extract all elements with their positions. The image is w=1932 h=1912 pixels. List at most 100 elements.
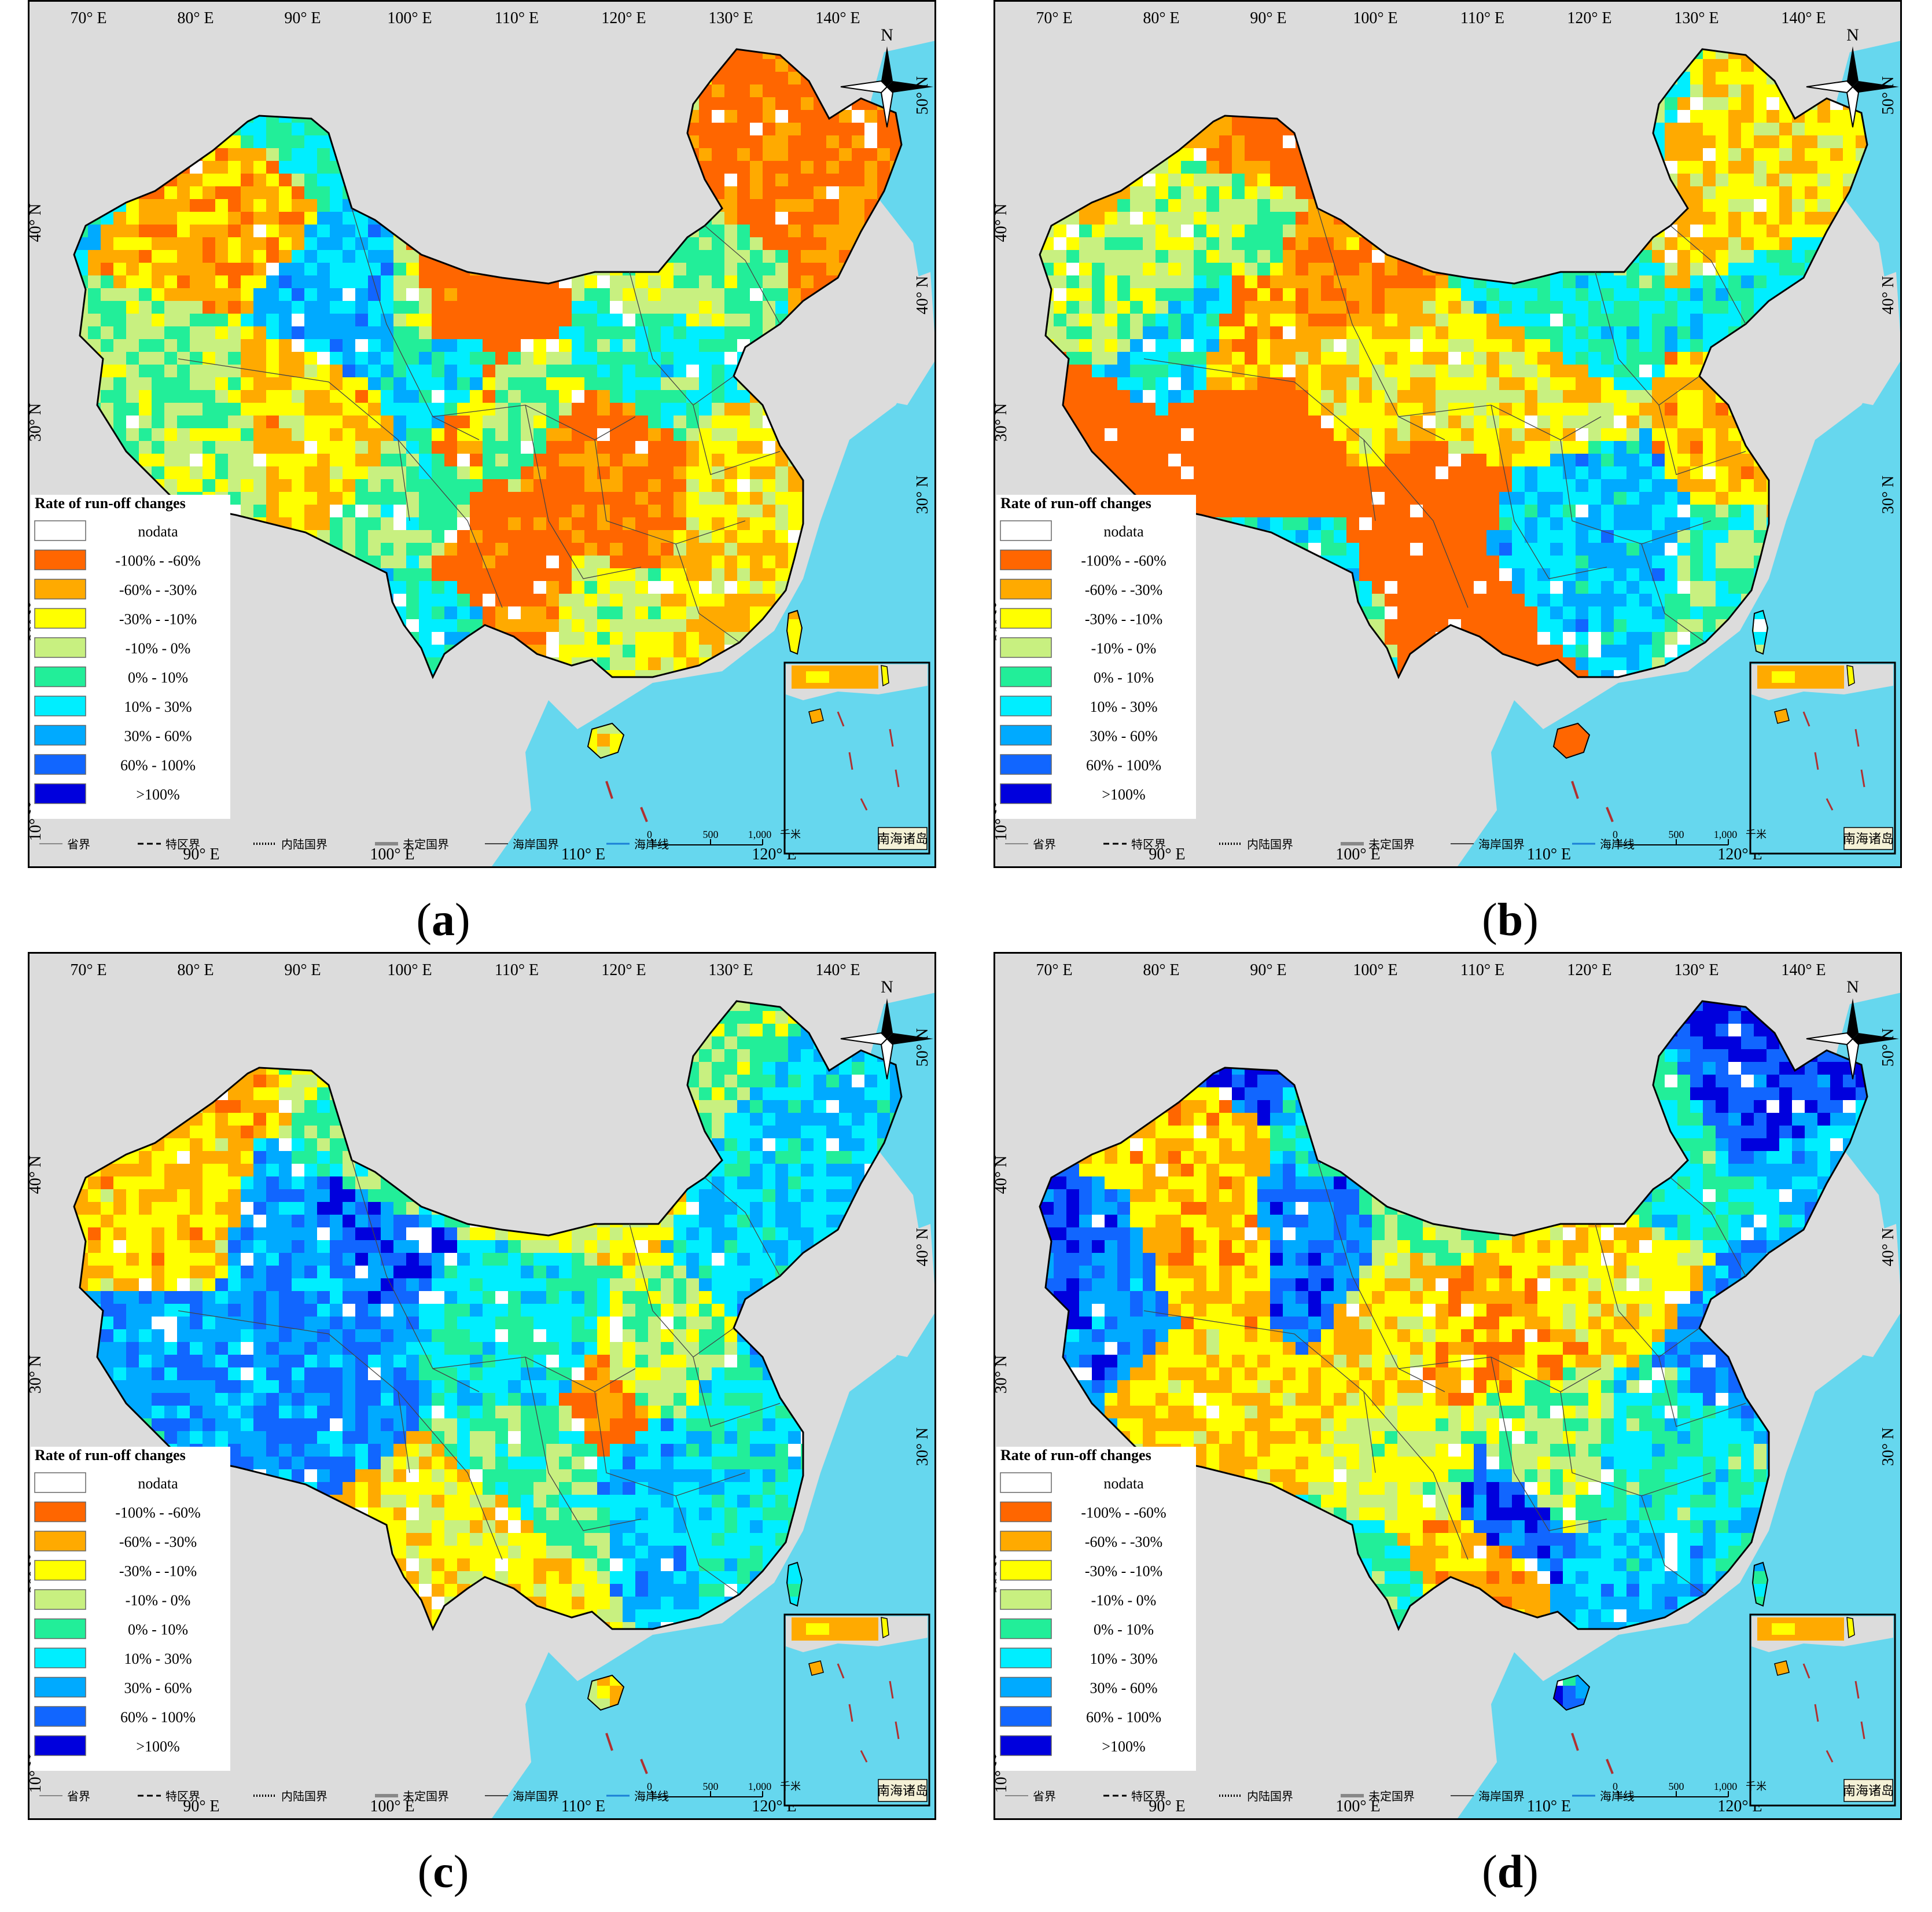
right-lat-label: 40° N [1879, 276, 1897, 314]
legend-label: 10% - 30% [1090, 698, 1158, 715]
map-svg: 70° E 80° E 90° E 100° E 110° E 120° E 130° E 1… [28, 952, 936, 1820]
scale-bar-tick: 0 [647, 1781, 652, 1792]
province-boundaries [1143, 208, 1746, 643]
top-lon-label: 80° E [1143, 961, 1179, 979]
boundary-legend-label: 未定国界 [403, 838, 449, 851]
bottom-lon-label: 100° E [370, 845, 414, 863]
legend-swatch [1000, 1472, 1052, 1493]
legend-swatch [34, 783, 86, 804]
map-panel-d: 70° E 80° E 90° E 100° E 110° E 120° E 130° E 1… [993, 952, 1902, 1820]
right-lat-label: 40° N [914, 276, 932, 314]
legend-swatch [34, 1560, 86, 1581]
bottom-lon-label: 100° E [1335, 845, 1380, 863]
legend-swatch [34, 1735, 86, 1756]
legend-label: 60% - 100% [120, 757, 196, 774]
hainan-border [1552, 722, 1591, 759]
province-boundaries [178, 1160, 781, 1595]
boundary-legend-label: 海岸国界 [513, 1790, 559, 1803]
top-lon-label: 140° E [815, 961, 860, 979]
scale-bar-unit: 千米 [780, 1781, 801, 1792]
legend-label: 10% - 30% [124, 698, 192, 715]
legend-swatch [1000, 520, 1052, 541]
top-lon-label: 100° E [1353, 961, 1397, 979]
right-lat-label: 50° N [914, 76, 932, 115]
right-lat-label: 40° N [914, 1228, 932, 1266]
boundary-legend-label: 海岸线 [1600, 838, 1635, 851]
legend-label: -60% - -30% [1085, 1534, 1162, 1550]
bottom-lon-label: 90° E [183, 1797, 219, 1815]
boundary-legend-label: 未定国界 [403, 1790, 449, 1803]
top-lon-label: 130° E [708, 9, 753, 27]
top-lon-label: 110° E [1460, 9, 1504, 27]
legend-label: nodata [138, 1475, 178, 1492]
legend-swatch [34, 579, 86, 600]
left-lat-label: 30° N [28, 1355, 45, 1393]
map-panel-b: 70° E 80° E 90° E 100° E 110° E 120° E 130° E 1… [993, 0, 1902, 868]
legend-swatch [34, 725, 86, 746]
north-label: N [1846, 25, 1859, 45]
legend-swatch [1000, 754, 1052, 775]
map-frame [993, 0, 1902, 868]
legend-swatch [1000, 725, 1052, 746]
boundary-legend-label: 特区界 [165, 1790, 200, 1803]
bottom-lon-label: 100° E [370, 1797, 414, 1815]
legend-swatch [34, 1676, 86, 1698]
inset-label: 南海诸岛 [1843, 1784, 1894, 1798]
top-lon-label: 110° E [495, 9, 539, 27]
inset-label: 南海诸岛 [877, 832, 928, 846]
legend-swatch [34, 666, 86, 687]
top-lon-label: 70° E [1036, 961, 1072, 979]
legend-label: 30% - 60% [1090, 1680, 1158, 1697]
scale-bar-tick: 0 [1613, 1781, 1618, 1792]
legend: Rate of run-off changes nodata -100% - -60… [31, 1447, 230, 1771]
legend-title: Rate of run-off changes [1000, 495, 1151, 512]
boundary-legend-label: 海岸线 [634, 1790, 669, 1803]
china-border [73, 48, 903, 679]
legend-label: 0% - 10% [128, 670, 188, 686]
top-lon-label: 110° E [1460, 961, 1504, 979]
legend-swatch [1000, 1618, 1052, 1639]
legend-swatch [1000, 1648, 1052, 1668]
map-svg: 70° E 80° E 90° E 100° E 110° E 120° E 130° E 1… [28, 0, 936, 868]
legend-swatch [1000, 1676, 1052, 1698]
south-china-sea-inset: 南海诸岛 [783, 1613, 930, 1807]
legend-label: 10% - 30% [124, 1650, 192, 1667]
taiwan-border [786, 1561, 803, 1607]
top-lon-label: 140° E [815, 9, 860, 27]
china-border [73, 1000, 903, 1631]
korea-land [1838, 1224, 1902, 1357]
bottom-lon-label: 110° E [561, 845, 605, 863]
hainan-border [1552, 1674, 1591, 1711]
taiwan-border [786, 609, 803, 655]
map-frame [28, 0, 936, 868]
korea-land [873, 1224, 936, 1357]
inset-label: 南海诸岛 [1843, 832, 1894, 846]
boundary-legend: 省界 特区界 内陆国界 未定国界 海岸国界 海岸线 [39, 1790, 669, 1803]
top-lon-label: 70° E [70, 961, 106, 979]
legend: Rate of run-off changes nodata -100% - -60… [31, 495, 230, 819]
boundary-legend-label: 省界 [67, 1790, 90, 1803]
legend-label: -10% - 0% [1091, 1592, 1157, 1609]
legend-label: 60% - 100% [1086, 1709, 1161, 1726]
top-lon-label: 100° E [387, 961, 432, 979]
legend-swatch [34, 1501, 86, 1523]
map-frame [28, 952, 936, 1820]
legend-label: 30% - 60% [1090, 728, 1158, 745]
bottom-lon-label: 90° E [183, 845, 219, 863]
legend-title: Rate of run-off changes [35, 495, 186, 512]
left-lat-label: 30° N [993, 403, 1010, 442]
legend-swatch [34, 549, 86, 571]
left-lat-label: 30° N [28, 403, 45, 442]
boundary-legend-label: 特区界 [165, 838, 200, 851]
bottom-lon-label: 90° E [1149, 1797, 1185, 1815]
top-lon-label: 120° E [601, 9, 646, 27]
legend-swatch [1000, 696, 1052, 716]
map-frame [993, 952, 1902, 1820]
left-lat-label: 40° N [993, 1156, 1010, 1194]
right-lat-label: 50° N [1879, 1028, 1897, 1067]
scale-bar: 0 500 1,000 千米 [1613, 829, 1767, 845]
top-lon-label: 130° E [1674, 961, 1718, 979]
scale-bar-tick: 0 [1613, 829, 1618, 840]
korea-land [873, 272, 936, 405]
boundary-legend-label: 特区界 [1131, 1790, 1166, 1803]
